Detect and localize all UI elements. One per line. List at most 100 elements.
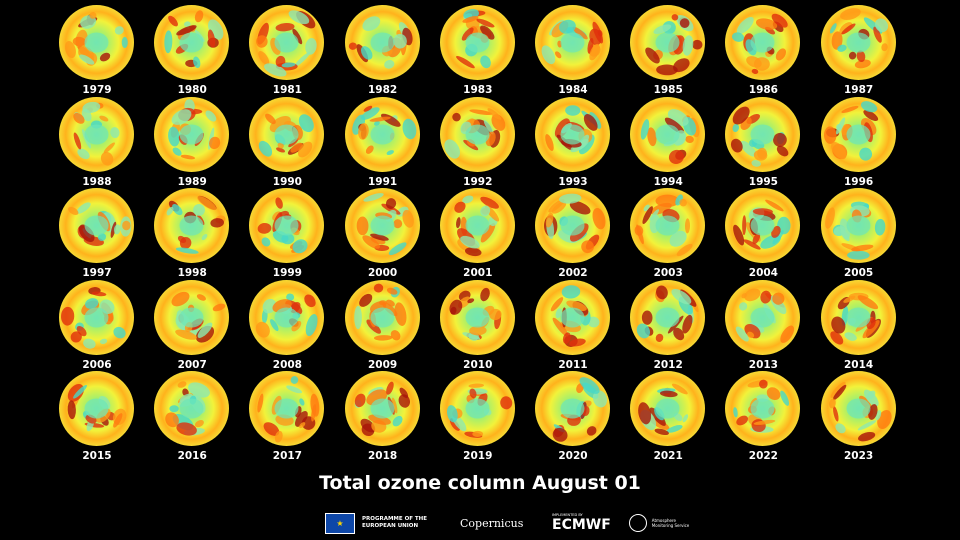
ozone-center — [274, 398, 299, 419]
ozone-blob — [742, 215, 747, 236]
ozone-blob — [552, 317, 569, 337]
ozone-center — [274, 124, 299, 144]
cams-text: Atmosphere Monitoring Service — [651, 518, 690, 528]
ozone-blob — [461, 27, 474, 41]
year-label: 2009 — [367, 358, 398, 371]
ozone-blob — [208, 29, 216, 48]
ozone-blob — [733, 224, 745, 246]
ozone-center — [846, 215, 871, 236]
ozone-globe — [59, 5, 134, 80]
ozone-blob — [654, 428, 670, 436]
ozone-globe — [535, 5, 610, 80]
ozone-blob — [76, 202, 91, 214]
ozone-map-2022: 2022 — [723, 371, 803, 463]
ozone-map-2012: 2012 — [628, 279, 708, 372]
ozone-map-1982: 1982 — [343, 5, 423, 97]
ozone-map-2007: 2007 — [152, 279, 232, 372]
ozone-blob — [854, 59, 871, 69]
year-label: 2000 — [367, 267, 398, 279]
year-label: 2008 — [272, 358, 302, 371]
ozone-blob — [259, 140, 273, 157]
ozone-blob — [660, 390, 678, 398]
ozone-blob — [70, 330, 82, 343]
ozone-center — [84, 215, 109, 236]
year-label: 2013 — [748, 358, 778, 371]
ozone-globe — [154, 5, 230, 80]
ozone-blob — [586, 426, 597, 436]
ozone-blob — [363, 105, 372, 112]
ozone-blob — [122, 220, 131, 231]
ozone-map-2020: 2020 — [533, 371, 613, 463]
ozone-blob — [291, 320, 302, 331]
ozone-blob — [756, 18, 778, 30]
ozone-globe — [725, 371, 801, 446]
ozone-blob — [649, 209, 660, 221]
ozone-blob — [85, 297, 99, 309]
ozone-center — [560, 307, 585, 327]
ozone-globe — [249, 188, 325, 263]
ozone-blob — [382, 301, 398, 316]
ozone-blob — [731, 138, 744, 153]
ozone-blob — [103, 141, 115, 153]
ozone-blob — [289, 10, 310, 25]
ozone-blob — [830, 141, 847, 159]
ozone-blob — [176, 247, 199, 254]
ozone-blob — [828, 398, 836, 409]
year-label: 2010 — [463, 358, 493, 371]
ozone-blob — [472, 430, 483, 437]
ozone-blob — [759, 379, 769, 389]
ozone-globe — [439, 279, 515, 355]
ozone-map-2006: 2006 — [57, 279, 137, 372]
ozone-map-1987: 1987 — [819, 5, 899, 97]
ozone-blob — [290, 142, 303, 153]
ozone-blob — [265, 113, 277, 124]
ozone-blob — [565, 104, 581, 116]
ozone-blob — [760, 234, 782, 249]
ozone-blob — [772, 292, 785, 305]
ozone-blob — [270, 318, 279, 331]
ozone-map-2016: 2016 — [152, 371, 232, 463]
ozone-blob — [554, 117, 571, 138]
ozone-blob — [592, 390, 607, 408]
ozone-blob — [666, 425, 683, 433]
ozone-blob — [491, 113, 506, 131]
ozone-blob — [569, 201, 591, 215]
ozone-blob — [67, 383, 84, 402]
ozone-blob — [277, 142, 285, 148]
ozone-blob — [100, 151, 114, 166]
year-label: 2002 — [558, 267, 588, 279]
ozone-blob — [682, 414, 689, 423]
ozone-center — [370, 215, 395, 236]
ozone-blob — [824, 207, 835, 229]
ozone-map-1996: 1996 — [819, 96, 899, 189]
ozone-blob — [205, 110, 217, 122]
year-label: 1987 — [843, 84, 874, 96]
ozone-globe — [59, 188, 134, 263]
ozone-map-1999: 1999 — [247, 188, 327, 280]
ozone-blob — [636, 323, 651, 338]
ozone-map-2009: 2009 — [343, 279, 423, 372]
ozone-blob — [373, 120, 380, 126]
ozone-blob — [834, 423, 846, 434]
year-label: 1984 — [558, 84, 588, 96]
ozone-center — [465, 124, 490, 144]
ozone-blob — [306, 313, 318, 336]
ozone-blob — [193, 204, 206, 216]
ozone-blob — [197, 293, 207, 301]
year-label: 2012 — [653, 358, 683, 371]
ozone-globe — [535, 279, 610, 355]
ozone-blob — [592, 207, 606, 230]
ozone-blob — [856, 50, 865, 63]
ozone-blob — [178, 235, 187, 244]
ozone-blob — [276, 146, 286, 153]
ozone-blob — [462, 15, 479, 23]
ozone-map-2018: 2018 — [343, 371, 423, 463]
ozone-blob — [365, 145, 374, 154]
ozone-center — [179, 32, 204, 53]
ozone-blob — [168, 126, 180, 146]
ozone-map-2011: 2011 — [533, 279, 613, 372]
ozone-blob — [752, 232, 761, 245]
ozone-blob — [258, 222, 272, 234]
ozone-map-2021: 2021 — [628, 371, 708, 463]
ozone-blob — [656, 64, 678, 76]
